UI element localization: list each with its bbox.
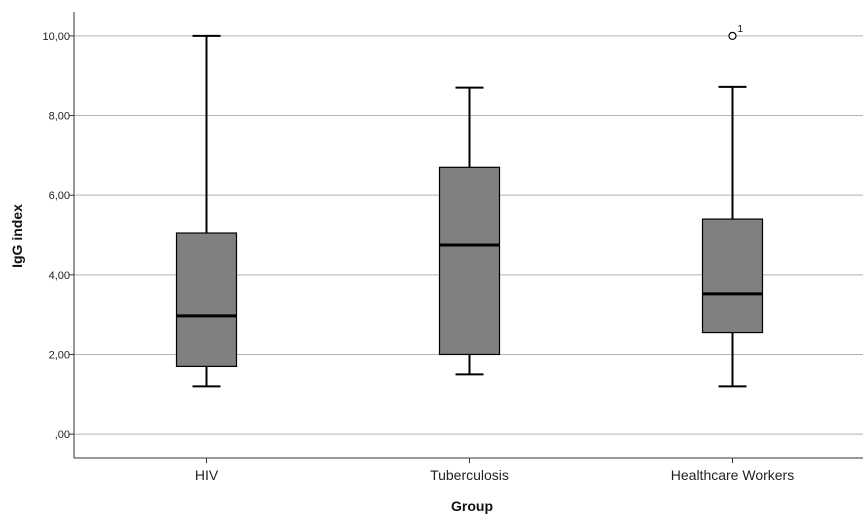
box-group: [175, 34, 238, 388]
x-tick-label: HIV: [195, 467, 219, 483]
iqr-box: [175, 232, 238, 368]
y-tick-label: 8,00: [49, 111, 70, 123]
iqr-box: [438, 166, 501, 356]
x-tick-label: Healthcare Workers: [671, 467, 794, 483]
y-tick-label: 6,00: [49, 190, 70, 202]
x-axis-title: Group: [451, 498, 493, 514]
outlier-point: [728, 31, 737, 40]
x-tick-labels: HIV Tuberculosis Healthcare Workers: [195, 458, 794, 483]
iqr-box: [701, 218, 764, 334]
boxes: 1: [175, 24, 764, 388]
x-tick-label: Tuberculosis: [430, 467, 509, 483]
box-group: 1: [701, 24, 764, 388]
box-group: [438, 86, 501, 376]
y-tick-labels: ,00 2,00 4,00 6,00 8,00 10,00: [42, 31, 74, 441]
outlier-label: 1: [738, 24, 744, 35]
y-tick-label: 2,00: [49, 349, 70, 361]
y-tick-label: 10,00: [42, 31, 70, 43]
axes: [73, 12, 863, 459]
y-tick-label: ,00: [55, 429, 70, 441]
y-tick-label: 4,00: [49, 270, 70, 282]
y-axis-title: IgG index: [9, 204, 25, 268]
